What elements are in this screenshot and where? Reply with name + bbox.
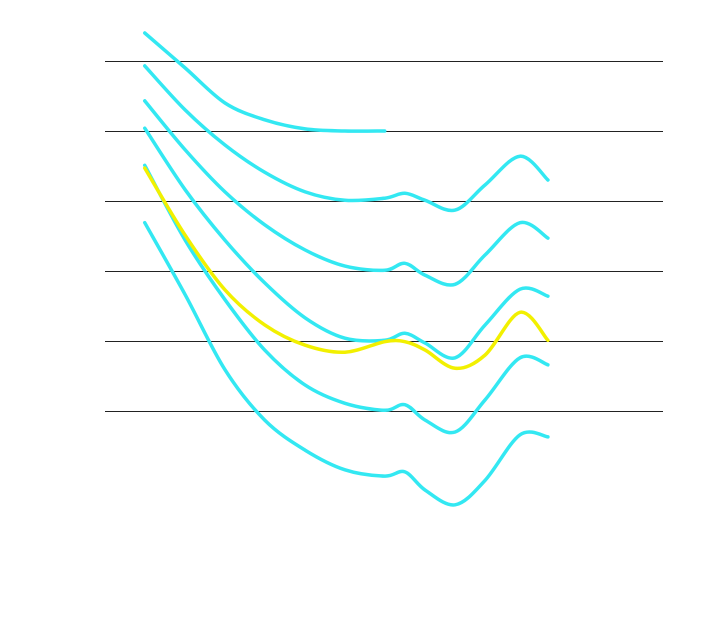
curve (143, 163, 550, 435)
curve (143, 31, 387, 133)
curve (143, 99, 550, 287)
curve (143, 166, 550, 371)
curve (143, 64, 550, 213)
curve (143, 126, 550, 360)
curve (143, 220, 550, 507)
